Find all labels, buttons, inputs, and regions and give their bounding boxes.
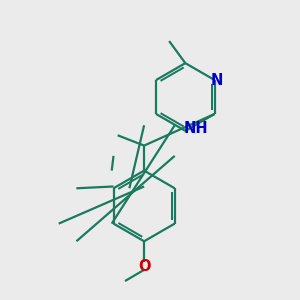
Text: NH: NH [183, 121, 208, 136]
Text: N: N [211, 73, 223, 88]
Text: O: O [138, 259, 150, 274]
